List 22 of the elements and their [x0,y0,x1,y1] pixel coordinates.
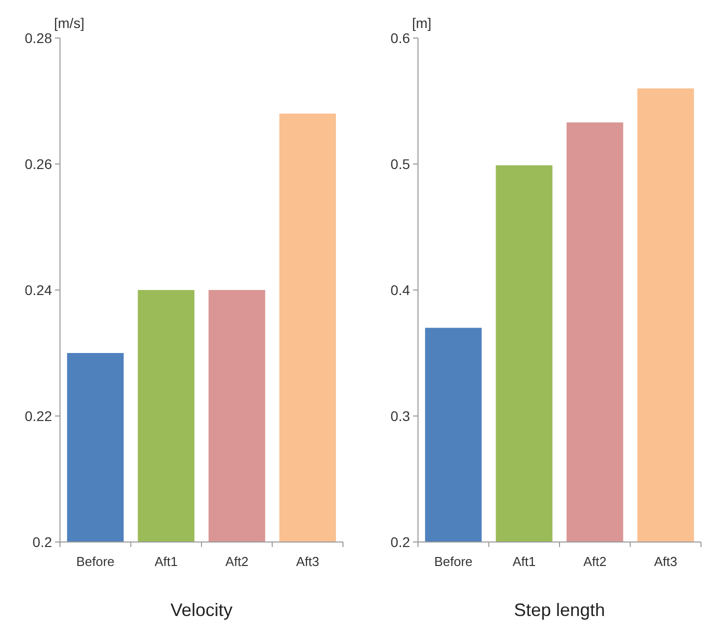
y-tick-label: 0.5 [390,156,410,172]
x-tick-label: Aft3 [654,554,678,569]
x-tick-label: Aft1 [154,554,178,569]
y-tick-label: 0.28 [24,30,52,46]
x-tick-label: Before [76,554,115,569]
y-tick-label: 0.6 [390,30,410,46]
y-tick-label: 0.22 [24,408,52,424]
x-tick-label: Before [434,554,473,569]
y-tick-label: 0.3 [390,408,410,424]
y-tick-label: 0.4 [390,282,410,298]
x-tick-label: Aft2 [583,554,606,569]
y-axis-title: [m/s] [54,15,84,31]
y-axis-title: [m] [412,15,432,31]
y-tick-label: 0.24 [24,282,52,298]
text: Step length [514,600,606,620]
y-tick-label: 0.2 [32,534,52,550]
x-tick-label: Aft3 [296,554,320,569]
x-tick-label: Aft1 [512,554,536,569]
x-tick-label: Aft2 [225,554,248,569]
text: Velocity [170,600,233,620]
y-tick-label: 0.26 [24,156,52,172]
y-tick-label: 0.2 [390,534,410,550]
